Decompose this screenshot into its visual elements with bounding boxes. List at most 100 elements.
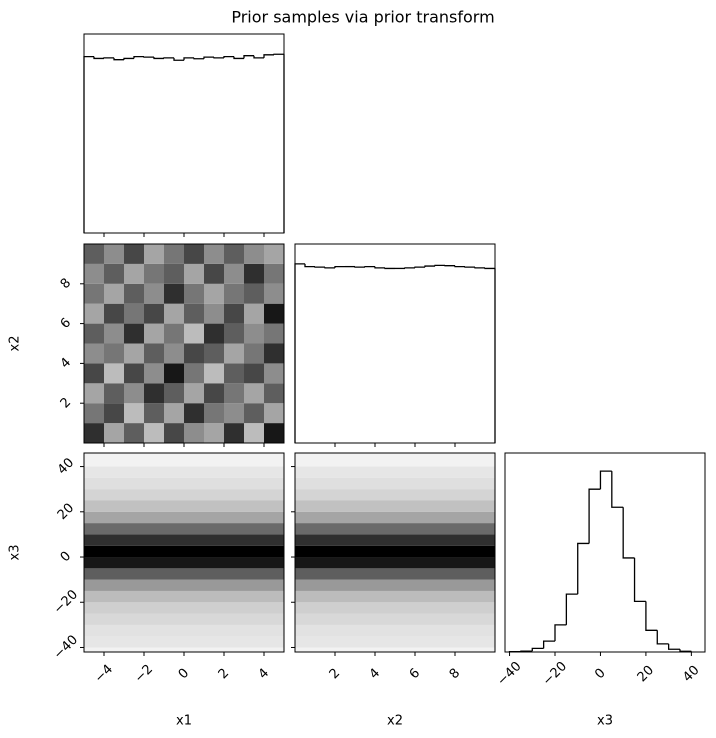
density-cell	[184, 363, 204, 384]
y-tick-label: 0	[58, 549, 74, 565]
hist-step	[633, 557, 646, 602]
hist-step	[667, 643, 680, 650]
density-cell	[244, 423, 264, 443]
density-cell	[144, 403, 164, 424]
density-cell	[104, 283, 124, 304]
x-axis-label: x1	[176, 714, 192, 729]
density-cell	[204, 423, 224, 443]
density-cell	[295, 523, 495, 535]
hist-step	[588, 488, 601, 544]
density-cell	[124, 363, 144, 384]
density-cell	[204, 383, 224, 404]
density-cell	[295, 613, 495, 625]
density-cell	[84, 466, 284, 478]
density-cell	[224, 363, 244, 384]
density-cell	[295, 590, 495, 603]
density-cell	[104, 423, 124, 443]
density-cell	[184, 323, 204, 344]
density-cell	[124, 323, 144, 344]
density-cell	[144, 244, 164, 264]
chart-title: Prior samples via prior transform	[231, 8, 494, 27]
density-cell	[104, 363, 124, 384]
density-cell	[144, 323, 164, 344]
hist-step	[173, 57, 184, 61]
hist-step	[531, 647, 544, 652]
hist-step	[577, 542, 590, 595]
density-cell	[184, 303, 204, 324]
density-cell	[84, 403, 104, 424]
density-cell	[104, 323, 124, 344]
density-cell	[144, 263, 164, 284]
density-cell	[84, 557, 284, 569]
density-cell	[84, 423, 104, 443]
x-axis-label: x3	[597, 714, 613, 729]
density-cell	[84, 568, 284, 580]
density-cell	[84, 602, 284, 614]
hist-step	[520, 650, 533, 652]
density-cell	[295, 500, 495, 512]
hist-step	[193, 57, 204, 60]
density-cell	[144, 303, 164, 324]
hist-step	[324, 267, 335, 269]
x-axis-label: x2	[387, 714, 403, 729]
density-cell	[224, 403, 244, 424]
x-tick-label: 40	[680, 663, 702, 685]
density-cell	[104, 263, 124, 284]
hist-step	[645, 601, 658, 631]
y-axis-label: x3	[8, 545, 23, 561]
density-cell	[84, 624, 284, 637]
density-cell	[224, 244, 244, 264]
x-tick-label: 6	[407, 666, 423, 682]
hist-step	[374, 266, 385, 269]
hist-step	[464, 266, 475, 268]
density-cell	[295, 477, 495, 490]
density-cell	[124, 263, 144, 284]
density-cell	[295, 636, 495, 648]
density-cell	[164, 323, 184, 344]
hist-step	[679, 649, 692, 652]
density-cell	[164, 423, 184, 443]
density-cell	[264, 383, 284, 404]
hist-step	[474, 267, 485, 269]
hist-step	[103, 57, 114, 59]
density-cell	[124, 383, 144, 404]
hist-step	[253, 55, 264, 59]
hist-step	[263, 54, 274, 58]
density-cell	[224, 303, 244, 324]
density-cell	[264, 283, 284, 304]
density-cell	[204, 323, 224, 344]
density-cell	[244, 343, 264, 364]
x-tick-label: −40	[495, 659, 525, 689]
density-cell	[84, 383, 104, 404]
density-cell	[295, 534, 495, 546]
hist-step	[424, 265, 435, 268]
density-cell	[204, 283, 224, 304]
density-cell	[204, 244, 224, 264]
density-cell	[295, 511, 495, 524]
y-tick-label: −40	[51, 632, 81, 662]
density-cell	[244, 244, 264, 264]
density-cell	[224, 283, 244, 304]
y-tick-label: 40	[55, 455, 77, 477]
density-cell	[84, 244, 104, 264]
density-cell	[164, 283, 184, 304]
y-tick-label: 6	[58, 315, 74, 331]
hist-step	[314, 266, 325, 268]
hist-step	[364, 265, 375, 268]
density-cell	[184, 263, 204, 284]
density-cell	[184, 283, 204, 304]
density-cell	[164, 244, 184, 264]
density-cell	[295, 568, 495, 580]
hist-step	[384, 267, 395, 270]
x-tick-label: −4	[92, 662, 116, 686]
density-cell	[224, 383, 244, 404]
hist-step	[243, 55, 254, 59]
density-cell	[184, 244, 204, 264]
density-cell	[104, 383, 124, 404]
hist-step	[273, 53, 284, 55]
density-cell	[264, 423, 284, 443]
density-cell	[224, 323, 244, 344]
x-tick-label: 20	[635, 663, 657, 685]
density-cell	[124, 343, 144, 364]
density-cell	[264, 263, 284, 284]
